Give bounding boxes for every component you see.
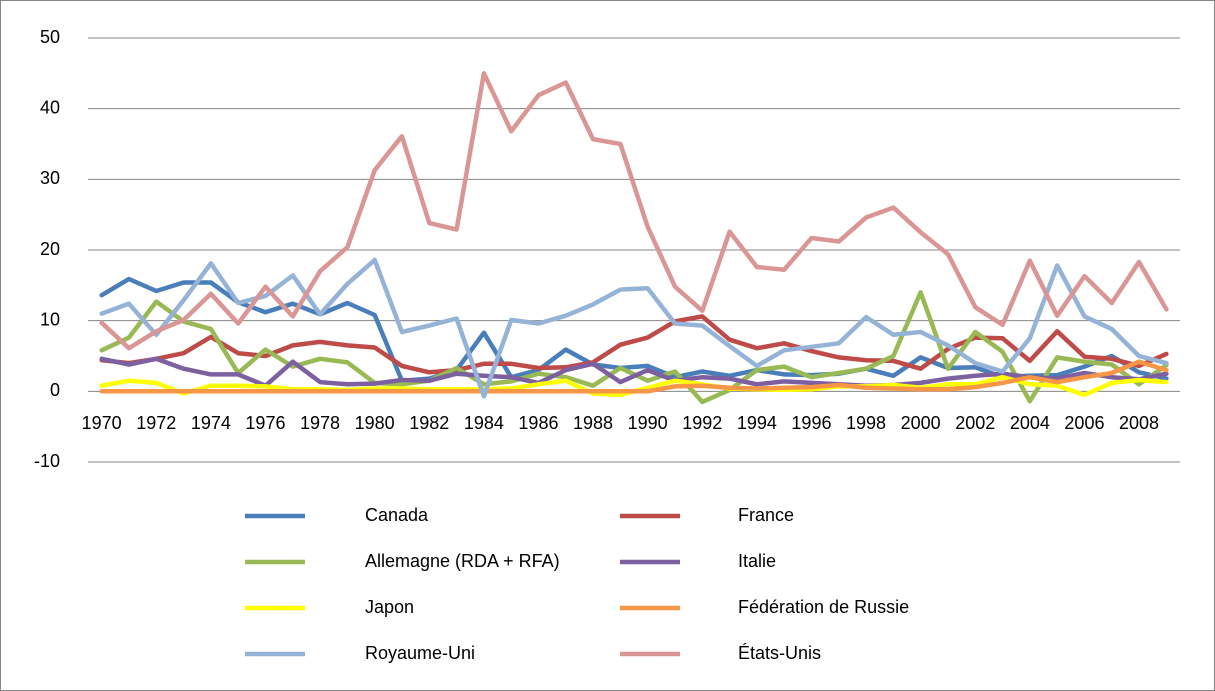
x-tick-label: 1982 — [409, 413, 449, 433]
y-tick-label: 20 — [40, 239, 60, 259]
x-tick-label: 1992 — [682, 413, 722, 433]
series-line — [99, 276, 1169, 383]
legend-label: Allemagne (RDA + RFA) — [365, 551, 560, 571]
y-tick-label: 40 — [40, 97, 60, 117]
x-tick-label: 1972 — [136, 413, 176, 433]
x-tick-label: 2000 — [901, 413, 941, 433]
x-tick-label: 1996 — [791, 413, 831, 433]
x-tick-label: 1978 — [300, 413, 340, 433]
x-tick-label: 1998 — [846, 413, 886, 433]
y-tick-label: 50 — [40, 27, 60, 47]
legend-label: États-Unis — [738, 643, 821, 663]
x-tick-label: 1988 — [573, 413, 613, 433]
series-line — [99, 314, 1169, 375]
series-line — [99, 359, 1169, 394]
y-tick-label: -10 — [34, 451, 60, 471]
legend-label: Royaume-Uni — [365, 643, 475, 663]
x-tick-label: 2002 — [955, 413, 995, 433]
x-tick-label: 1990 — [628, 413, 668, 433]
series-line — [99, 71, 1169, 351]
x-tick-label: 1986 — [518, 413, 558, 433]
x-tick-label: 2006 — [1064, 413, 1104, 433]
legend-label: Italie — [738, 551, 776, 571]
legend-label: Japon — [365, 597, 414, 617]
x-tick-label: 2004 — [1010, 413, 1050, 433]
legend-label: Fédération de Russie — [738, 597, 909, 617]
y-tick-label: 30 — [40, 168, 60, 188]
x-tick-label: 1976 — [245, 413, 285, 433]
y-tick-label: 10 — [40, 309, 60, 329]
legend-label: France — [738, 505, 794, 525]
x-tick-label: 1984 — [464, 413, 504, 433]
y-tick-label: 0 — [50, 380, 60, 400]
x-tick-label: 1980 — [355, 413, 395, 433]
series-line — [99, 257, 1169, 399]
x-tick-label: 1994 — [737, 413, 777, 433]
legend-label: Canada — [365, 505, 429, 525]
series-line — [99, 356, 1169, 388]
x-tick-label: 1970 — [82, 413, 122, 433]
x-tick-label: 2008 — [1119, 413, 1159, 433]
x-tick-label: 1974 — [191, 413, 231, 433]
